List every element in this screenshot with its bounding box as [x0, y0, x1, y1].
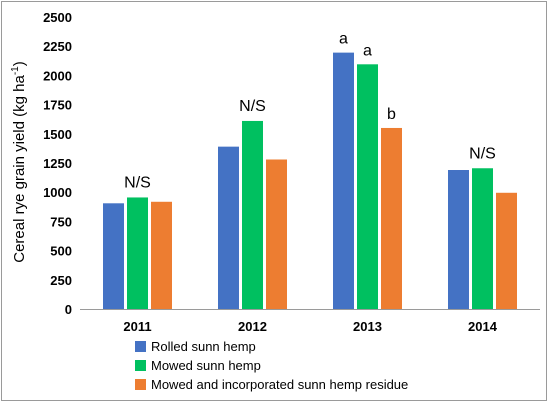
- bar-2012-series-1: [242, 120, 263, 310]
- legend-label: Mowed and incorporated sunn hemp residue: [151, 377, 408, 392]
- bar-2013-series-2: [381, 127, 402, 310]
- bars: [103, 52, 517, 310]
- bar-2014-series-2: [496, 192, 517, 309]
- bar-2012-series-2: [266, 159, 287, 309]
- x-tick-label: 2012: [238, 319, 267, 334]
- bar-2013-series-1: [357, 64, 378, 309]
- y-tick-label: 2500: [43, 10, 72, 25]
- legend: Rolled sunn hemp Mowed sunn hemp Mowed and…: [135, 339, 408, 392]
- bar-2011-series-2: [151, 201, 172, 309]
- y-tick-label: 1500: [43, 127, 72, 142]
- y-tick-label: 1750: [43, 98, 72, 113]
- legend-item: Mowed and incorporated sunn hemp residue: [135, 377, 408, 392]
- annotation-label: b: [387, 106, 396, 123]
- legend-swatch: [135, 379, 146, 390]
- bar-2013-series-0: [333, 52, 354, 310]
- annotations: N/S N/S aa b N/S: [124, 31, 496, 192]
- bar-2011-series-1: [127, 197, 148, 309]
- legend-swatch: [135, 341, 146, 352]
- legend-item: Rolled sunn hemp: [135, 339, 256, 354]
- legend-label: Rolled sunn hemp: [151, 339, 256, 354]
- y-tick-label: 2250: [43, 39, 72, 54]
- y-tick-label: 250: [50, 273, 72, 288]
- y-tick-label: 1250: [43, 156, 72, 171]
- bar-2014-series-1: [472, 168, 493, 309]
- x-tick-label: 2013: [353, 319, 382, 334]
- y-tick-label: 1000: [43, 185, 72, 200]
- legend-item: Mowed sunn hemp: [135, 358, 261, 373]
- annotation-label: a: [339, 31, 348, 48]
- y-tick-label: 750: [50, 214, 72, 229]
- bar-2014-series-0: [448, 170, 469, 309]
- x-axis: 2011 2012 2013 2014: [80, 309, 540, 334]
- y-axis-label: Cereal rye grain yield (kg ha-1): [10, 61, 28, 263]
- legend-label: Mowed sunn hemp: [151, 358, 261, 373]
- legend-swatch: [135, 360, 146, 371]
- y-tick-label: 0: [65, 302, 72, 317]
- y-axis: 0 250 500 750 1000 1250 1500 1750 2000 2250 2500: [43, 10, 72, 317]
- y-tick-label: 2000: [43, 68, 72, 83]
- annotation-label: N/S: [239, 98, 266, 115]
- annotation-label: a: [363, 42, 372, 59]
- bar-2012-series-0: [218, 146, 239, 309]
- x-tick-label: 2014: [468, 319, 498, 334]
- annotation-label: N/S: [124, 174, 151, 191]
- bar-2011-series-0: [103, 203, 124, 309]
- annotation-label: N/S: [469, 145, 496, 162]
- x-tick-label: 2011: [123, 319, 151, 334]
- y-tick-label: 500: [50, 244, 72, 259]
